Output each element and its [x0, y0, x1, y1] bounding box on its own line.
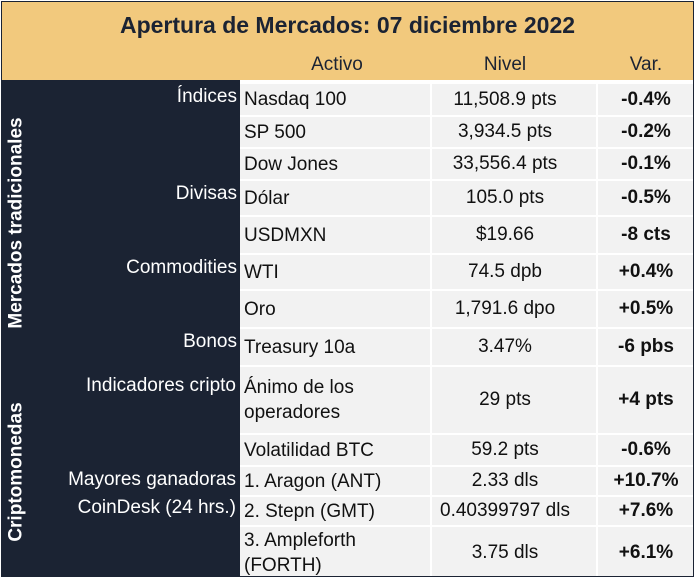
category-label-commodities: Commodities: [126, 257, 237, 278]
cell-nivel: 3.47%: [478, 336, 532, 357]
cell-nivel: 11,508.9 pts: [453, 88, 557, 110]
column-header-var: Var.: [629, 54, 663, 75]
cell-nivel: 105.0 pts: [465, 187, 545, 208]
table-row: WTI 74.5 dpb +0.4%: [240, 253, 693, 289]
cell-var: +6.1%: [618, 541, 674, 563]
cell-nivel: 0.40399797 dls: [440, 500, 570, 521]
table-row: 2. Stepn (GMT) 0.40399797 dls +7.6%: [240, 495, 693, 525]
cell-nivel: 29 pts: [479, 389, 531, 410]
cell-nivel: 74.5 dpb: [468, 261, 542, 282]
cell-activo: SP 500: [244, 121, 306, 143]
cell-activo: Volatilidad BTC: [244, 439, 374, 461]
cell-activo: 2. Stepn (GMT): [244, 500, 375, 522]
section-label-traditional: Mercados tradicionales: [6, 116, 28, 329]
cell-activo: Nasdaq 100: [244, 89, 347, 110]
table-row: Treasury 10a 3.47% -6 pbs: [240, 327, 693, 365]
cell-activo: 1. Aragon (ANT): [244, 470, 382, 492]
section-band-crypto: Criptomonedas Indicadores cripto Mayores…: [2, 365, 240, 576]
category-label-coindesk: CoinDesk (24 hrs.): [77, 497, 236, 518]
cell-activo: Treasury 10a: [244, 336, 356, 358]
cell-var: +0.5%: [618, 298, 674, 319]
cell-var: -8 cts: [621, 224, 671, 245]
cell-activo: Ánimo de los operadores: [244, 377, 354, 423]
category-label-indices: Índices: [176, 86, 237, 107]
table-row: 3. Ampleforth (FORTH) 3.75 dls +6.1%: [240, 525, 693, 576]
column-header-activo: Activo: [311, 54, 363, 75]
table-title: Apertura de Mercados: 07 diciembre 2022: [2, 2, 693, 49]
cell-var: +4 pts: [618, 389, 674, 410]
section-band-traditional: Mercados tradicionales Índices Divisas C…: [2, 80, 240, 365]
cell-activo: 3. Ampleforth (FORTH): [244, 529, 356, 576]
category-label-mayores-ganadoras: Mayores ganadoras: [68, 469, 236, 490]
cell-var: -6 pbs: [618, 336, 674, 357]
cell-nivel: 3,934.5 pts: [457, 121, 553, 142]
cell-var: +7.6%: [618, 500, 674, 521]
cell-var: +0.4%: [618, 261, 674, 282]
cell-nivel: 33,556.4 pts: [452, 153, 558, 174]
cell-activo: WTI: [244, 261, 279, 283]
cell-var: -0.5%: [621, 187, 671, 208]
cell-activo: Dow Jones: [244, 153, 338, 175]
cell-var: -0.1%: [621, 153, 671, 174]
table-row: Dólar 105.0 pts -0.5%: [240, 179, 693, 215]
category-label-indicadores-cripto: Indicadores cripto: [86, 375, 236, 396]
table-row: Ánimo de los operadores 29 pts +4 pts: [240, 365, 693, 433]
table-row: Volatilidad BTC 59.2 pts -0.6%: [240, 433, 693, 465]
table-row: Nasdaq 100 11,508.9 pts -0.4%: [240, 82, 693, 115]
table-row: SP 500 3,934.5 pts -0.2%: [240, 115, 693, 147]
cell-activo: Dólar: [244, 187, 290, 209]
cell-var: -0.4%: [621, 88, 671, 110]
category-label-divisas: Divisas: [175, 183, 237, 204]
column-header-nivel: Nivel: [483, 54, 527, 75]
table-row: 1. Aragon (ANT) 2.33 dls +10.7%: [240, 465, 693, 495]
table-row: Dow Jones 33,556.4 pts -0.1%: [240, 147, 693, 179]
cell-var: -0.6%: [621, 439, 671, 460]
cell-var: +10.7%: [613, 470, 679, 491]
cell-nivel: 1,791.6 dpo: [454, 298, 556, 319]
cell-nivel: $19.66: [475, 224, 535, 245]
column-header-row: Activo Nivel Var.: [2, 49, 693, 80]
category-label-bonos: Bonos: [183, 331, 237, 352]
cell-activo: USDMXN: [244, 224, 327, 246]
cell-nivel: 2.33 dls: [471, 470, 539, 491]
cell-nivel: 59.2 pts: [471, 439, 539, 460]
table-row: Oro 1,791.6 dpo +0.5%: [240, 289, 693, 327]
section-label-crypto: Criptomonedas: [6, 401, 28, 542]
cell-activo: Oro: [244, 298, 276, 320]
cell-nivel: 3.75 dls: [471, 541, 539, 563]
cell-var: -0.2%: [621, 121, 671, 142]
table-row: USDMXN $19.66 -8 cts: [240, 215, 693, 253]
